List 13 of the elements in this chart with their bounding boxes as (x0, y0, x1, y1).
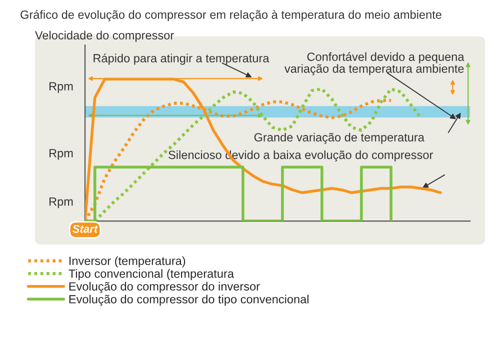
text: Rápido para atingir a temperatura (94, 54, 270, 65)
text: Rpm (49, 82, 73, 93)
text: Velocidade do compressor (35, 30, 174, 42)
legend-label: Evolução do compressor do tipo convencional (69, 294, 308, 306)
text: Rpm (49, 149, 73, 160)
annotation: Grande variação de temperatura (254, 132, 424, 144)
text: Rpm (49, 197, 73, 208)
text: Start (72, 224, 98, 233)
legend-label: Tipo convencional (temperatura (68, 269, 234, 280)
text: Confortável devido a pequena variação da temperatura ambiente (284, 52, 464, 76)
legend-label: Evolução do compressor do inversor (69, 282, 260, 293)
chart-title: Gráfico de evolução do compressor em relação à temperatura do meio ambiente (20, 10, 442, 22)
legend-label: Inversor (temperatura) (69, 256, 186, 268)
